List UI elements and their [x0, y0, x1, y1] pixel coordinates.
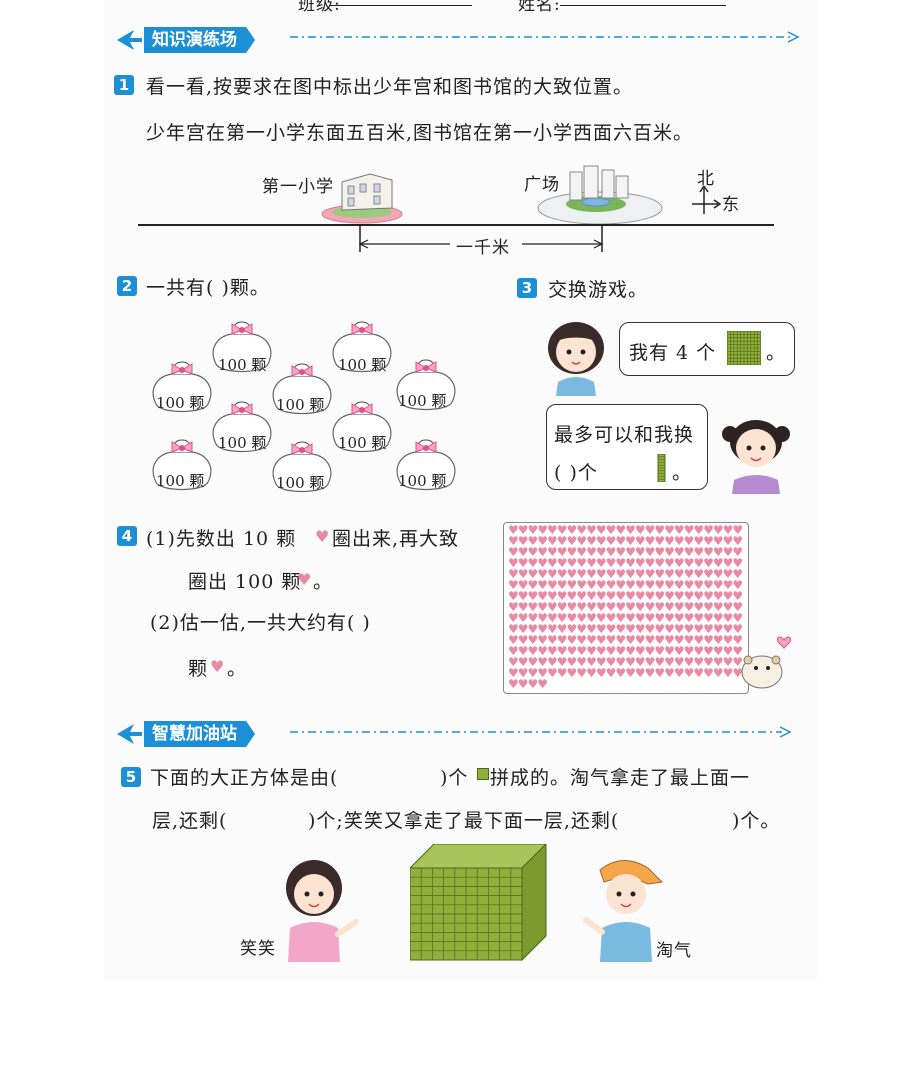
dashed-divider: [290, 726, 792, 738]
candy-bag: 100 颗: [212, 321, 272, 374]
square-plaza-icon: [537, 165, 663, 225]
bubble1-text: 我有 4 个: [629, 342, 717, 364]
hamster-mascot-icon: [741, 636, 791, 689]
hundred-square-icon: [727, 331, 761, 365]
question-number-2: 2: [117, 276, 137, 296]
big-cube-icon: [410, 844, 547, 962]
bag-label: 100 颗: [276, 396, 324, 414]
candy-bag: 100 颗: [396, 439, 456, 491]
q5-line1-b: )个: [440, 767, 469, 789]
east-label: 东: [722, 195, 740, 215]
ten-rod-icon: [657, 454, 666, 482]
q4-part2-line1[interactable]: (2)估一估,一共大约有( ): [150, 612, 371, 634]
section-title-wisdom: 智慧加油站: [144, 721, 255, 747]
q5-line2-a: 层,还剩(: [152, 810, 228, 832]
runner-arrow-icon: [117, 724, 142, 744]
boy-taoqi-icon: [583, 860, 664, 962]
bag-label: 100 颗: [276, 474, 324, 492]
speech-bubble-2: [546, 404, 708, 490]
section-banner-knowledge: 知识演练场: [114, 26, 255, 54]
bag-label: 100 颗: [338, 356, 386, 374]
bubble2-end: 。: [672, 462, 693, 484]
bag-label: 100 颗: [218, 356, 266, 374]
class-label: 班级:: [298, 0, 341, 15]
q2-prompt: 一共有( )颗。: [146, 277, 270, 299]
question-number-3: 3: [517, 278, 537, 298]
candy-bag: 100 颗: [152, 361, 212, 413]
girl-avatar-2: [722, 420, 790, 494]
candy-bag: 100 颗: [396, 359, 456, 411]
q1-prompt: 看一看,按要求在图中标出少年宫和图书馆的大致位置。: [146, 76, 634, 98]
distance-label: 一千米: [456, 238, 510, 258]
square-label: 广场: [524, 175, 560, 195]
heart-grid: ♥♥♥♥♥♥♥♥♥♥♥♥♥♥♥♥♥♥♥♥♥♥♥♥♥♥♥♥♥♥♥♥♥♥♥♥♥♥♥♥…: [508, 523, 743, 691]
class-blank[interactable]: [330, 5, 472, 6]
question-number-4: 4: [117, 526, 137, 546]
q3-prompt: 交换游戏。: [548, 279, 649, 301]
boy-label: 淘气: [656, 941, 692, 961]
q4-part2-line2: 颗: [188, 658, 209, 680]
school-building-icon: [321, 173, 403, 224]
school-label: 第一小学: [262, 177, 334, 197]
bag-label: 100 颗: [156, 394, 204, 412]
girl-avatar-1: [548, 322, 604, 396]
bag-label: 100 颗: [338, 434, 386, 452]
heart-field: ♥♥♥♥♥♥♥♥♥♥♥♥♥♥♥♥♥♥♥♥♥♥♥♥♥♥♥♥♥♥♥♥♥♥♥♥♥♥♥♥…: [503, 522, 749, 694]
road-scale-line: [138, 224, 774, 252]
q5-line2-b: )个;笑笑又拿走了最下面一层,还剩(: [308, 810, 620, 832]
section-title-knowledge: 知识演练场: [144, 27, 255, 53]
runner-arrow-icon: [117, 30, 142, 50]
q5-line1-a: 下面的大正方体是由(: [150, 767, 339, 789]
q4-part1-line2: 圈出 100 颗: [188, 571, 302, 593]
girl-xiaoxiao-icon: [286, 860, 358, 962]
girl-label: 笑笑: [240, 939, 276, 959]
north-label: 北: [697, 169, 715, 189]
name-label: 姓名:: [518, 0, 561, 15]
question-number-1: 1: [114, 75, 134, 95]
compass-icon: [692, 186, 722, 214]
name-blank[interactable]: [560, 5, 726, 6]
bubble2-answer[interactable]: ( )个: [554, 462, 598, 484]
heart-icon: ♥: [297, 570, 312, 589]
bubble1-end: 。: [766, 342, 787, 364]
q4-part1-line1: (1)先数出 10 颗: [146, 528, 297, 550]
candy-bag: 100 颗: [152, 439, 212, 491]
candy-bag: 100 颗: [272, 363, 332, 415]
q4-part1-line1-end: 圈出来,再大致: [332, 528, 460, 550]
dashed-divider: [290, 31, 800, 43]
heart-icon: ♥: [210, 657, 225, 676]
question-number-5: 5: [121, 767, 141, 787]
worksheet-page: [104, 0, 818, 980]
bag-label: 100 颗: [398, 392, 446, 410]
heart-icon: ♥: [315, 527, 330, 546]
unit-cube-icon: [477, 768, 489, 780]
candy-bags-group: 100 颗 100 颗 100 颗 100 颗 100 颗 100 颗 100 …: [152, 321, 456, 493]
q1-instruction: 少年宫在第一小学东面五百米,图书馆在第一小学西面六百米。: [146, 122, 694, 144]
q5-line1-c: 拼成的。淘气拿走了最上面一: [490, 767, 751, 789]
candy-bag: 100 颗: [332, 321, 392, 374]
candy-bag: 100 颗: [332, 401, 392, 453]
bag-label: 100 颗: [156, 472, 204, 490]
candy-bag: 100 颗: [272, 441, 332, 493]
bag-label: 100 颗: [398, 472, 446, 490]
q4-part2-line2-end: 。: [227, 658, 248, 680]
bubble2-line1: 最多可以和我换: [554, 424, 695, 446]
q4-part1-line2-end: 。: [313, 571, 334, 593]
bag-label: 100 颗: [218, 434, 266, 452]
speech-bubble-1: [619, 322, 795, 376]
section-banner-wisdom: 智慧加油站: [114, 720, 255, 748]
q5-line2-c: )个。: [732, 810, 781, 832]
candy-bag: 100 颗: [212, 401, 272, 453]
